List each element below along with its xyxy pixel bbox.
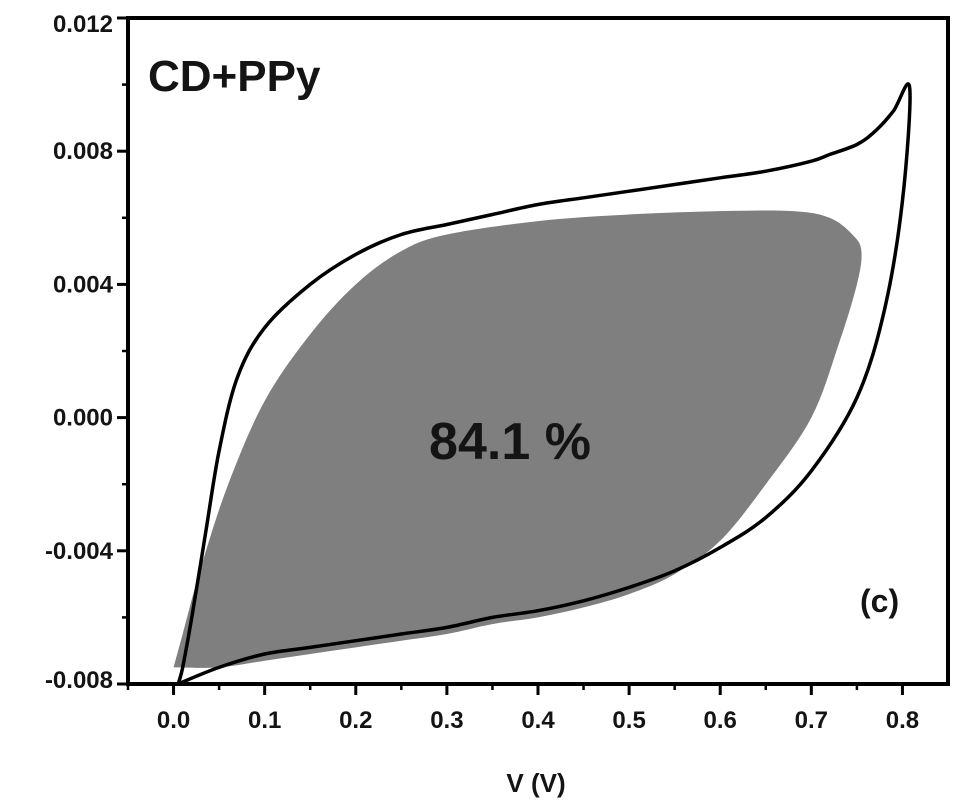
x-tick-label: 0.1 <box>248 707 281 734</box>
chart-annotation-title: CD+PPy <box>148 52 321 101</box>
capacitance-retention-label: 84.1 % <box>429 413 591 471</box>
x-tick-label: 0.0 <box>157 707 190 734</box>
panel-label: (c) <box>860 583 899 619</box>
y-tick-label: -0.008 <box>45 667 113 694</box>
y-tick-label: -0.004 <box>45 538 114 565</box>
inner-shaded-loop <box>173 210 862 668</box>
y-tick-label: 0.000 <box>53 405 113 432</box>
x-tick-label: 0.4 <box>521 707 555 734</box>
x-tick-label: 0.5 <box>612 707 645 734</box>
outer-cv-loop <box>176 82 912 686</box>
x-tick-label: 0.8 <box>886 707 919 734</box>
x-tick-label: 0.6 <box>704 707 737 734</box>
x-axis-label: V (V) <box>506 768 565 798</box>
y-tick-label: 0.004 <box>53 271 114 298</box>
y-tick-label: 0.012 <box>53 11 113 38</box>
y-tick-label: 0.008 <box>53 138 113 165</box>
x-tick-label: 0.3 <box>430 707 463 734</box>
x-tick-label: 0.7 <box>795 707 828 734</box>
x-tick-label: 0.2 <box>339 707 372 734</box>
